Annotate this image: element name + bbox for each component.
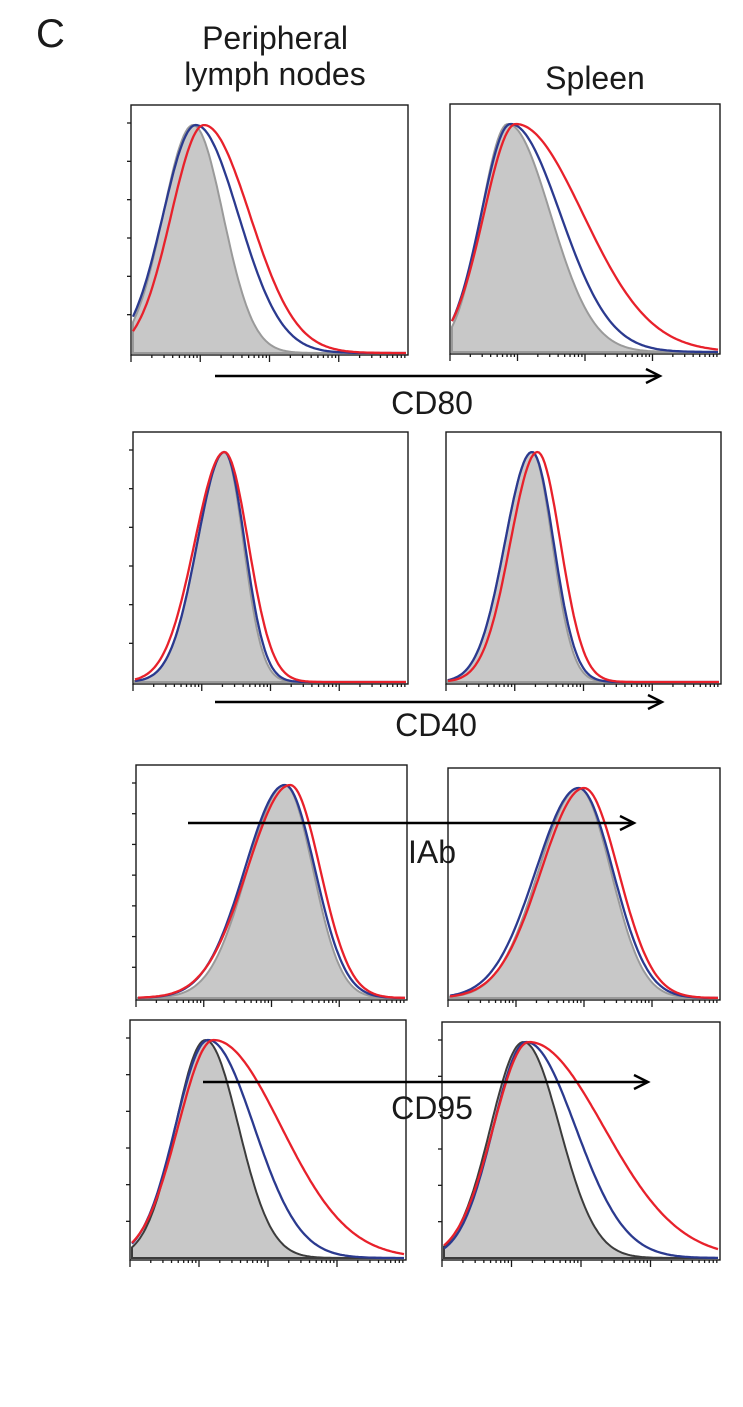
histogram-cd80-lymph-nodes bbox=[127, 105, 408, 362]
histogram-iab-lymph-nodes bbox=[132, 765, 407, 1007]
series-control-filled bbox=[133, 125, 406, 353]
marker-label-cd95: CD95 bbox=[391, 1090, 473, 1126]
histogram-cd95-lymph-nodes bbox=[126, 1020, 406, 1267]
series-control-filled bbox=[444, 1042, 718, 1258]
series-control-filled bbox=[138, 785, 405, 998]
histogram-iab-spleen bbox=[448, 768, 720, 1007]
marker-label-cd80: CD80 bbox=[391, 385, 473, 421]
series-control-filled bbox=[452, 124, 718, 352]
axis-arrow-cd80 bbox=[215, 369, 660, 383]
histogram-cd80-spleen bbox=[450, 104, 720, 361]
histogram-cd95-spleen bbox=[438, 1022, 720, 1267]
marker-label-iab: IAb bbox=[408, 834, 456, 870]
marker-label-cd40: CD40 bbox=[395, 707, 477, 743]
histogram-cd40-spleen bbox=[446, 432, 721, 691]
series-control-filled bbox=[450, 788, 718, 998]
histogram-cd40-lymph-nodes bbox=[129, 432, 408, 691]
